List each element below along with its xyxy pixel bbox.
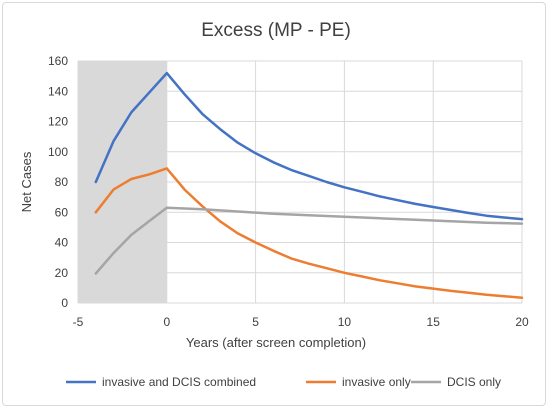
- x-tick-label: 10: [338, 315, 352, 329]
- chart-title: Excess (MP - PE): [201, 20, 351, 41]
- y-tick-label: 120: [48, 115, 68, 129]
- legend-label-0: invasive and DCIS combined: [102, 375, 256, 389]
- x-tick-label: 0: [163, 315, 170, 329]
- series-line-1: [94, 167, 524, 299]
- y-tick-label: 0: [61, 296, 68, 310]
- y-tick-label: 160: [48, 54, 68, 68]
- x-axis-label: Years (after screen completion): [186, 335, 366, 350]
- y-tick-label: 140: [48, 84, 68, 98]
- legend-label-2: DCIS only: [447, 375, 501, 389]
- series-line-2: [94, 206, 524, 275]
- legend: invasive and DCIS combined invasive only D…: [66, 375, 501, 389]
- y-axis-label: Net Cases: [19, 151, 34, 212]
- y-tick-label: 100: [48, 145, 68, 159]
- y-tick-label: 40: [55, 236, 69, 250]
- plot-area: 0 20 40 60 80 100 120 140 160 -5 0 5 10 15 20: [48, 54, 529, 329]
- x-tick-label: 5: [252, 315, 259, 329]
- y-tick-label: 60: [55, 205, 69, 219]
- series-line-0: [94, 71, 524, 221]
- y-tick-label: 20: [55, 266, 69, 280]
- x-tick-label: -5: [73, 315, 84, 329]
- legend-label-1: invasive only: [342, 375, 411, 389]
- y-tick-label: 80: [55, 175, 69, 189]
- x-tick-label: 15: [427, 315, 441, 329]
- x-tick-label: 20: [515, 315, 529, 329]
